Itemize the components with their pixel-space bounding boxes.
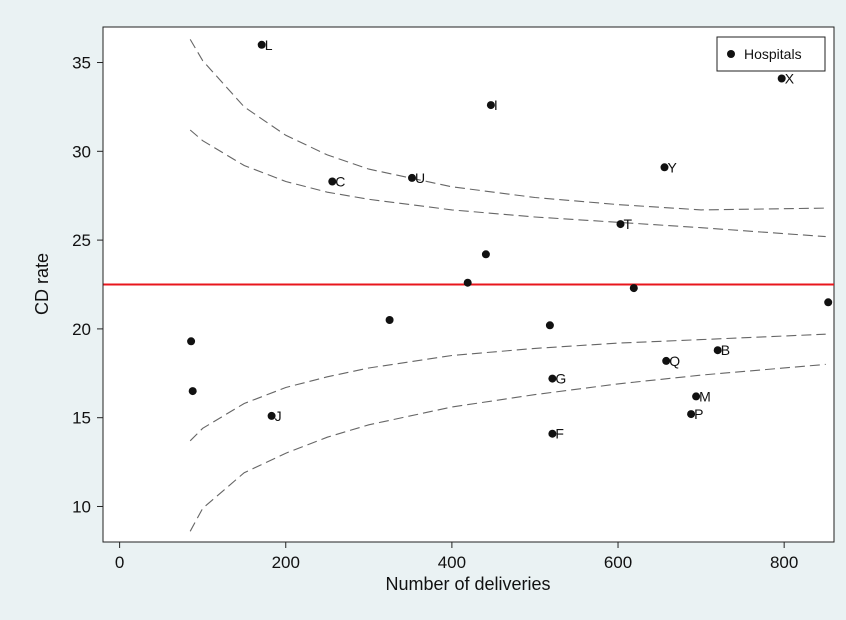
point-label: Y	[668, 159, 678, 175]
point-label: U	[415, 170, 425, 186]
y-tick-label: 30	[72, 142, 91, 161]
y-tick-label: 10	[72, 497, 91, 516]
y-tick-label: 20	[72, 320, 91, 339]
data-point	[824, 298, 832, 306]
data-point	[546, 321, 554, 329]
point-label: I	[494, 97, 498, 113]
data-point	[386, 316, 394, 324]
point-label: P	[694, 406, 703, 422]
x-tick-label: 800	[770, 553, 798, 572]
point-label: T	[624, 216, 633, 232]
x-tick-label: 400	[438, 553, 466, 572]
legend: Hospitals	[717, 37, 825, 71]
x-tick-label: 0	[115, 553, 124, 572]
data-point	[189, 387, 197, 395]
point-label: B	[721, 342, 730, 358]
x-tick-label: 200	[272, 553, 300, 572]
data-point	[630, 284, 638, 292]
x-axis-title: Number of deliveries	[385, 574, 550, 594]
point-label: J	[275, 408, 282, 424]
y-axis-title: CD rate	[32, 253, 52, 315]
y-tick-label: 25	[72, 231, 91, 250]
y-tick-label: 15	[72, 409, 91, 428]
point-label: F	[555, 426, 564, 442]
legend-marker	[727, 50, 735, 58]
point-label: M	[699, 388, 711, 404]
point-label: X	[785, 71, 795, 87]
data-point	[464, 279, 472, 287]
point-label: L	[265, 37, 273, 53]
data-point	[187, 337, 195, 345]
point-label: G	[555, 371, 566, 387]
point-label: Q	[669, 353, 680, 369]
data-point	[482, 250, 490, 258]
x-tick-label: 600	[604, 553, 632, 572]
legend-label: Hospitals	[744, 46, 802, 62]
point-label: C	[335, 174, 345, 190]
y-tick-label: 35	[72, 54, 91, 73]
